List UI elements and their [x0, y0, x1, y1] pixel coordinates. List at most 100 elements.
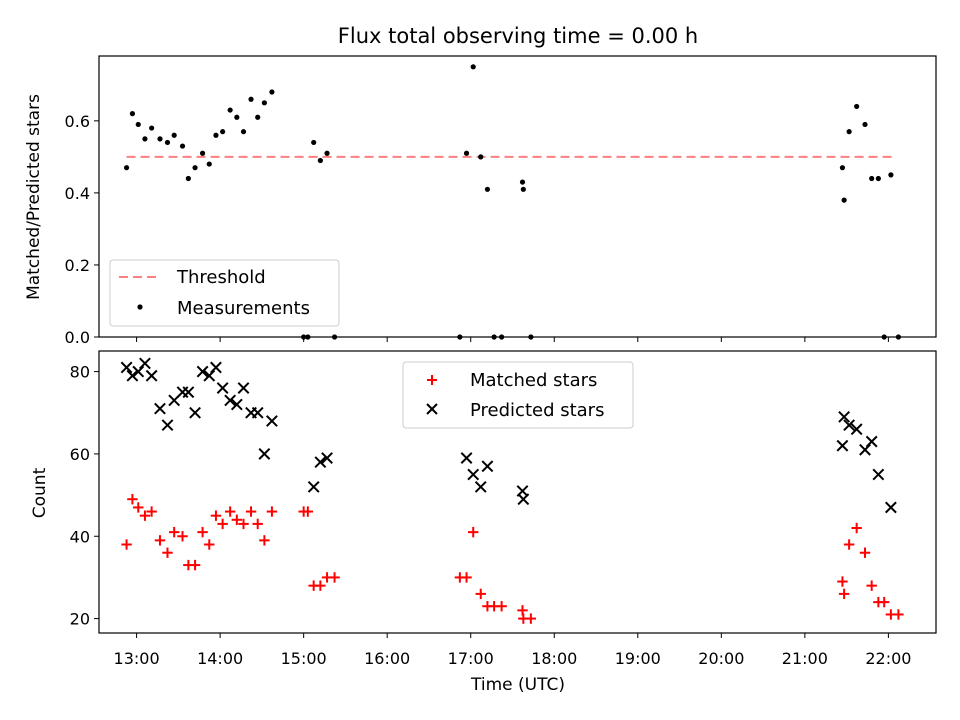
measurement-point	[499, 334, 505, 340]
measurement-point	[261, 100, 267, 106]
measurement-point	[149, 125, 155, 131]
matched-point	[189, 559, 201, 571]
matched-point	[496, 601, 507, 612]
measurement-point	[520, 186, 526, 192]
measurement-point	[157, 136, 163, 142]
bottom-y-axis: 20 40 60 80	[70, 363, 99, 629]
measurements-series	[123, 64, 902, 340]
predicted-point	[251, 406, 264, 419]
top-y-axis: 0.0 0.2 0.4 0.6	[65, 112, 99, 347]
predicted-point	[481, 460, 494, 473]
matched-point	[461, 572, 472, 583]
legend-predicted-swatch	[426, 403, 438, 415]
measurement-point	[135, 121, 141, 128]
xtick-label: 14:00	[197, 649, 243, 668]
measurement-point	[240, 129, 247, 135]
measurement-point	[528, 334, 534, 340]
bottom-legend-box	[402, 361, 634, 429]
top-ytick-label: 0.2	[65, 256, 90, 275]
measurement-point	[179, 143, 186, 149]
measurement-point	[841, 197, 847, 203]
matched-point	[866, 580, 877, 591]
measurement-point	[234, 114, 240, 120]
predicted-point	[266, 415, 278, 427]
matched-point	[879, 596, 890, 608]
predicted-point	[321, 452, 333, 464]
matched-point	[837, 576, 848, 587]
measurement-point	[199, 150, 206, 156]
predicted-point	[314, 456, 327, 469]
matched-point	[177, 531, 188, 542]
matched-point	[210, 510, 222, 521]
measurement-point	[491, 334, 497, 340]
predicted-point	[474, 480, 487, 493]
measurement-point	[484, 186, 491, 192]
predicted-point	[161, 419, 174, 432]
predicted-point	[517, 493, 530, 506]
measurement-point	[519, 179, 526, 185]
measurement-point	[470, 64, 476, 70]
measurement-point	[854, 103, 860, 110]
predicted-point	[865, 435, 878, 448]
matched-point	[197, 526, 208, 538]
measurement-point	[881, 334, 887, 340]
matched-point	[127, 494, 138, 505]
matched-point	[204, 539, 215, 550]
measurement-point	[301, 334, 307, 340]
xtick-label: 17:00	[448, 649, 494, 668]
chart-title: Flux total observing time = 0.00 h	[338, 24, 698, 48]
matched-point	[139, 510, 151, 521]
matched-point	[315, 580, 326, 591]
measurement-point	[206, 161, 212, 167]
top-legend: Threshold Measurements	[109, 259, 340, 327]
legend-matched-swatch	[427, 375, 437, 385]
matched-point	[329, 572, 340, 583]
bottom-ytick-label: 20	[70, 610, 90, 629]
measurement-point	[164, 139, 171, 146]
measurement-point	[862, 121, 868, 128]
matched-point	[475, 588, 486, 600]
predicted-point	[224, 394, 237, 407]
xtick-label: 18:00	[531, 649, 577, 668]
matched-point	[146, 506, 157, 517]
predicted-point	[210, 361, 222, 374]
matched-point	[266, 506, 278, 517]
top-plot-frame	[98, 55, 937, 338]
measurement-point	[895, 334, 902, 340]
matched-point	[252, 518, 263, 530]
legend-measurements-swatch	[137, 304, 143, 310]
top-y-axis-label: Matched/Predicted stars	[24, 94, 44, 300]
legend-predicted-label: Predicted stars	[470, 400, 604, 421]
matched-point	[859, 547, 871, 558]
predicted-point	[460, 452, 473, 464]
measurement-point	[478, 154, 484, 160]
top-panel: Flux total observing time = 0.00 h 0.00.…	[24, 24, 937, 347]
measurement-point	[888, 172, 894, 178]
measurement-point	[269, 89, 275, 95]
matched-point	[162, 547, 173, 558]
predicted-point	[838, 410, 851, 423]
measurement-point	[869, 175, 875, 182]
matched-point	[245, 506, 257, 517]
bottom-ytick-label: 80	[70, 363, 90, 382]
measurement-point	[171, 132, 177, 138]
top-ytick-label: 0.6	[65, 112, 90, 131]
measurement-point	[255, 114, 261, 120]
matched-point	[302, 506, 314, 517]
count-series	[120, 357, 904, 624]
matched-point	[893, 609, 904, 620]
matched-point	[259, 535, 270, 546]
predicted-point	[843, 419, 856, 432]
measurement-point	[317, 157, 323, 164]
bottom-y-axis-label: Count	[30, 467, 50, 518]
xtick-label: 21:00	[782, 649, 828, 668]
x-axis-label: Time (UTC)	[470, 675, 565, 695]
matched-point	[468, 526, 479, 538]
measurement-point	[331, 334, 338, 340]
measurement-point	[463, 150, 470, 156]
measurement-point	[227, 107, 233, 113]
measurement-point	[305, 334, 311, 340]
predicted-point	[126, 369, 139, 382]
